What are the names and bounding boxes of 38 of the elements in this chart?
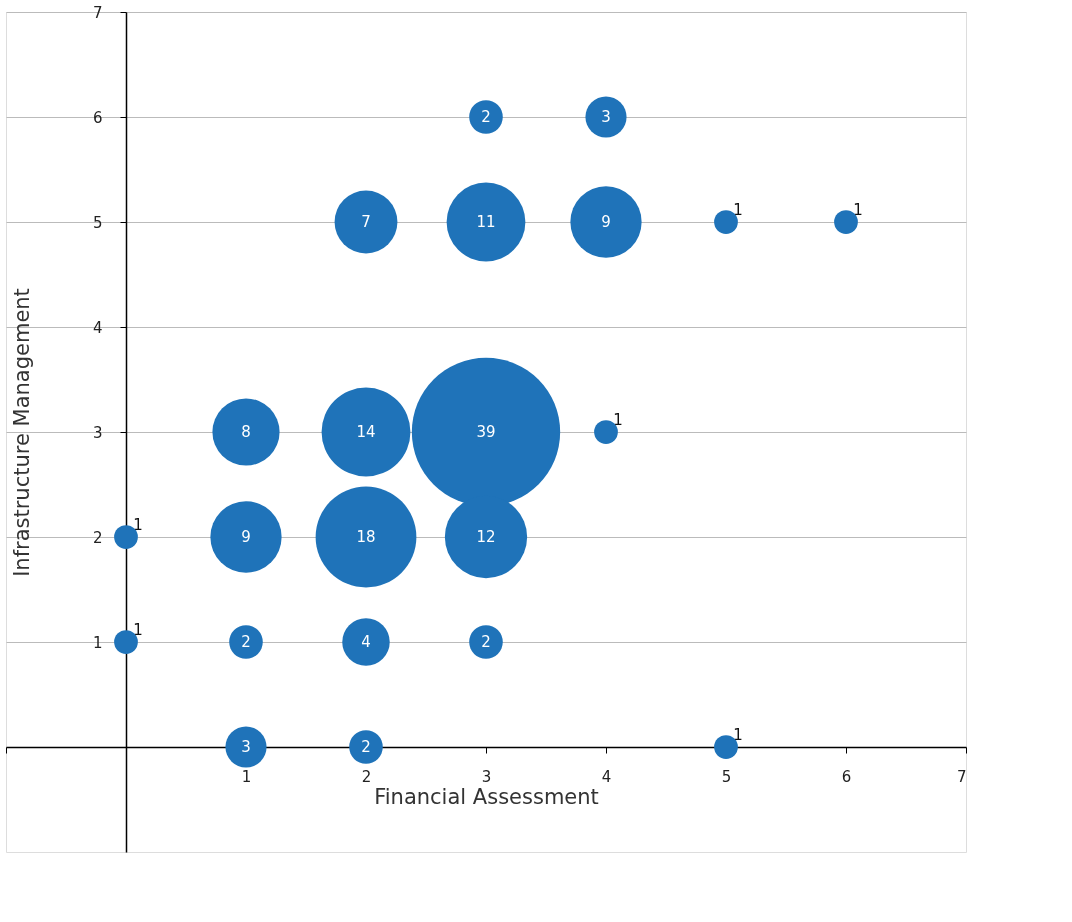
y-tick-label: 4 <box>92 318 103 337</box>
x-tick-label: 2 <box>361 767 372 786</box>
data-label: 18 <box>356 528 376 546</box>
data-label: 1 <box>733 201 743 219</box>
data-label: 1 <box>853 201 863 219</box>
data-label: 2 <box>361 738 371 756</box>
data-label: 2 <box>241 633 251 651</box>
y-tick-label: 6 <box>92 108 103 127</box>
y-tick-label: 1 <box>92 633 103 652</box>
data-label: 7 <box>361 213 371 231</box>
data-label: 2 <box>481 108 491 126</box>
data-label: 4 <box>361 633 371 651</box>
y-tick-label: 5 <box>92 213 103 232</box>
data-label: 39 <box>476 423 496 441</box>
data-label: 9 <box>241 528 251 546</box>
data-label: 12 <box>476 528 496 546</box>
x-tick-label: 6 <box>841 767 852 786</box>
data-label: 3 <box>601 108 611 126</box>
x-tick-label: 1 <box>241 767 252 786</box>
data-label: 8 <box>241 423 251 441</box>
data-label: 1 <box>133 516 143 534</box>
data-label: 11 <box>476 213 496 231</box>
data-label: 1 <box>613 411 623 429</box>
data-label: 3 <box>241 738 251 756</box>
x-tick-label: 5 <box>721 767 732 786</box>
data-label: 1 <box>133 621 143 639</box>
x-axis-title: Financial Assessment <box>374 784 599 809</box>
x-tick-label: 4 <box>601 767 612 786</box>
y-tick-label: 3 <box>92 423 103 442</box>
data-label: 1 <box>733 726 743 744</box>
x-tick-label: 7 <box>956 767 967 786</box>
data-label: 14 <box>356 423 376 441</box>
y-axis-title: Infrastructure Management <box>9 288 34 577</box>
y-tick-label: 7 <box>92 3 103 22</box>
y-tick-label: 2 <box>92 528 103 547</box>
data-label: 9 <box>601 213 611 231</box>
data-label: 2 <box>481 633 491 651</box>
x-tick-label: 3 <box>481 767 492 786</box>
